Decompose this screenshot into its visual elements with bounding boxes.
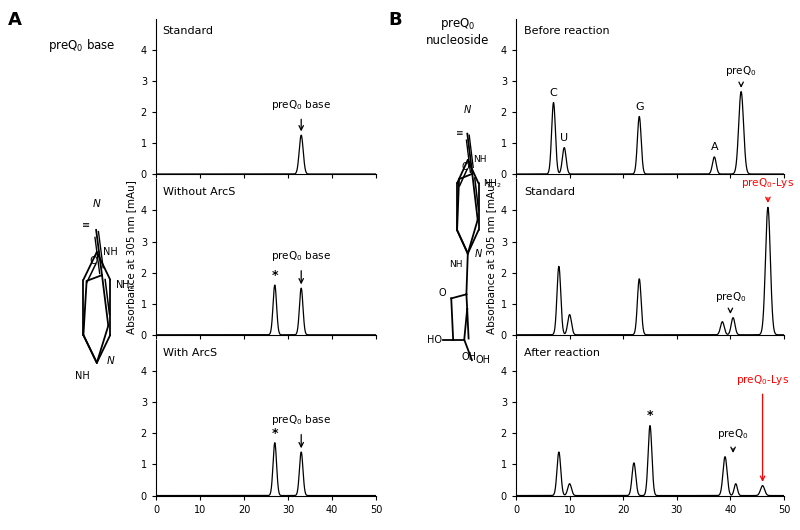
Text: OH: OH xyxy=(461,352,476,362)
Text: *: * xyxy=(271,269,278,282)
Text: preQ$_0$: preQ$_0$ xyxy=(714,290,746,304)
Text: NH: NH xyxy=(449,260,462,269)
Text: *: * xyxy=(271,427,278,439)
Text: N: N xyxy=(92,199,100,209)
Text: G: G xyxy=(635,102,643,112)
Text: ≡: ≡ xyxy=(82,219,90,229)
Text: Without ArcS: Without ArcS xyxy=(162,187,235,197)
Text: U: U xyxy=(560,133,568,143)
Text: N: N xyxy=(106,356,114,366)
Text: O: O xyxy=(462,162,470,172)
Text: O: O xyxy=(90,255,98,266)
Text: preQ$_0$
nucleoside: preQ$_0$ nucleoside xyxy=(426,16,490,47)
Text: preQ$_0$-Lys: preQ$_0$-Lys xyxy=(736,373,789,387)
Text: Before reaction: Before reaction xyxy=(524,26,610,37)
Text: N: N xyxy=(475,249,482,259)
Text: *: * xyxy=(646,410,654,422)
Text: OH: OH xyxy=(475,355,490,365)
Text: O: O xyxy=(438,288,446,298)
Text: N: N xyxy=(464,105,471,115)
Text: NH: NH xyxy=(473,155,486,164)
Text: preQ$_0$: preQ$_0$ xyxy=(726,64,757,77)
Text: A: A xyxy=(710,142,718,152)
Text: preQ$_0$ base: preQ$_0$ base xyxy=(271,98,331,112)
Text: preQ$_0$ base: preQ$_0$ base xyxy=(271,413,331,427)
Text: HO: HO xyxy=(427,334,442,344)
Text: Standard: Standard xyxy=(162,26,214,37)
Y-axis label: Absorbance at 305 nm [mAu]: Absorbance at 305 nm [mAu] xyxy=(486,180,497,334)
Text: NH: NH xyxy=(103,247,118,257)
Text: preQ$_0$ base: preQ$_0$ base xyxy=(48,37,116,54)
Text: Standard: Standard xyxy=(524,187,575,197)
Text: preQ$_0$: preQ$_0$ xyxy=(718,427,749,441)
Text: NH: NH xyxy=(74,371,90,381)
Text: After reaction: After reaction xyxy=(524,348,600,358)
Text: preQ$_0$ base: preQ$_0$ base xyxy=(271,249,331,263)
Text: With ArcS: With ArcS xyxy=(162,348,217,358)
Text: C: C xyxy=(550,88,558,98)
Text: B: B xyxy=(388,11,402,29)
Text: preQ$_0$-Lys: preQ$_0$-Lys xyxy=(742,176,794,190)
Text: NH$_2$: NH$_2$ xyxy=(115,278,135,292)
Text: ≡: ≡ xyxy=(455,129,462,138)
Y-axis label: Absorbance at 305 nm [mAu]: Absorbance at 305 nm [mAu] xyxy=(126,180,137,334)
Text: A: A xyxy=(8,11,22,29)
Text: NH$_2$: NH$_2$ xyxy=(482,177,502,190)
